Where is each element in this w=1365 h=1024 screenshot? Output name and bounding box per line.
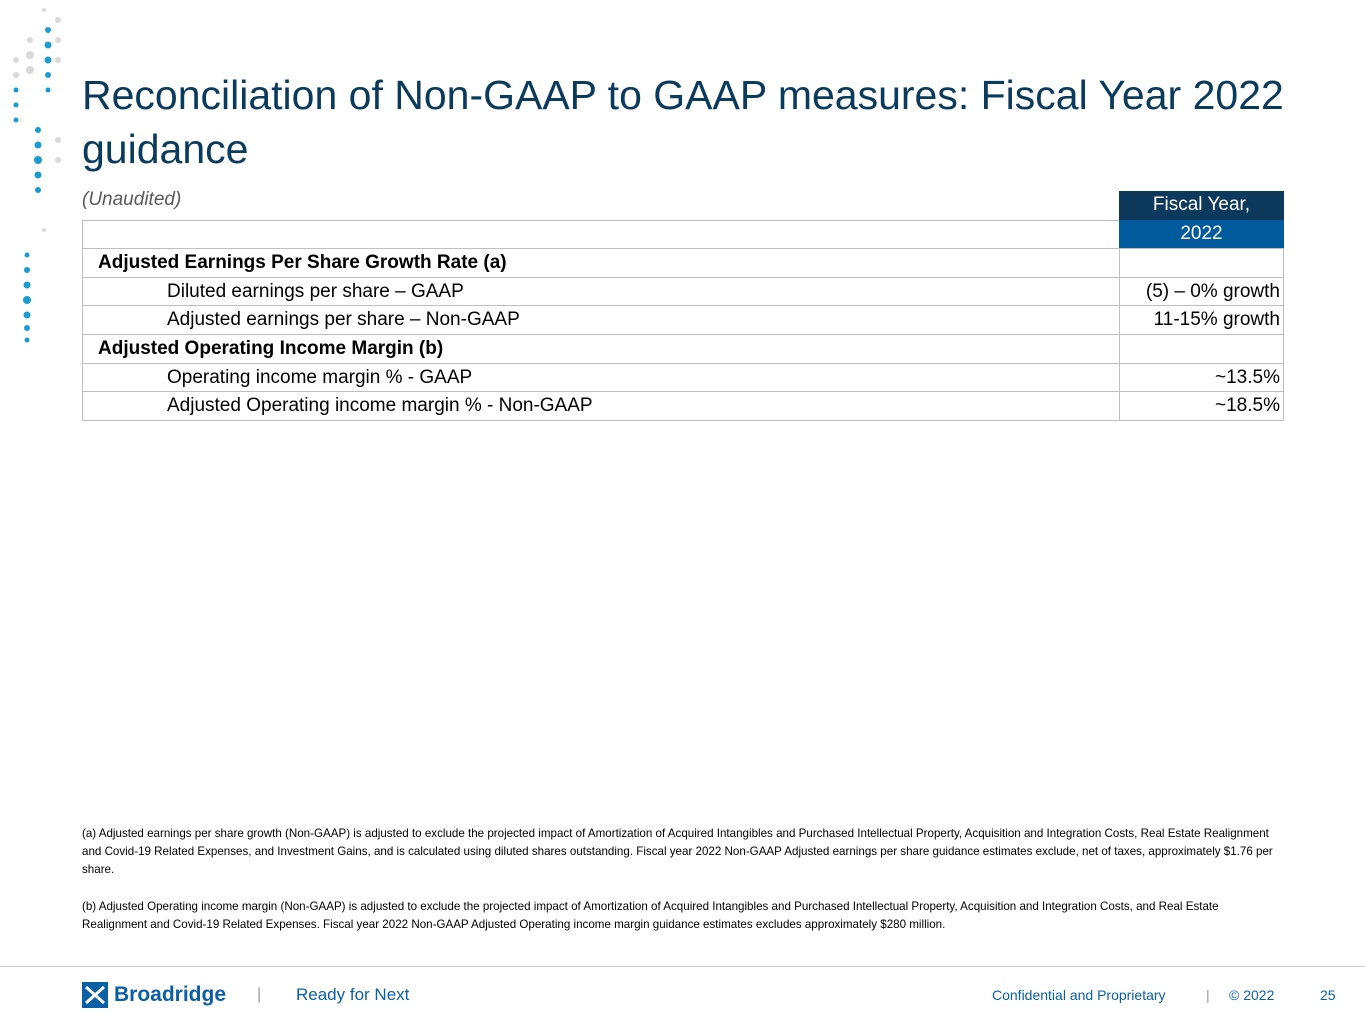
slide-title: Reconciliation of Non-GAAP to GAAP measu…	[82, 72, 1284, 172]
footnote: (a) Adjusted earnings per share growth (…	[82, 827, 1273, 876]
footer-rule	[0, 966, 1365, 967]
row-label: Diluted earnings per share – GAAP	[82, 276, 1120, 307]
copyright: © 2022	[1229, 987, 1275, 1003]
separator: |	[1206, 987, 1210, 1003]
row-label: Adjusted Operating income margin % - Non…	[82, 391, 1120, 421]
empty-cell	[1119, 248, 1284, 278]
logo-icon	[82, 982, 108, 1008]
section-heading: Adjusted Earnings Per Share Growth Rate …	[82, 248, 1120, 278]
decor-dots	[13, 8, 61, 343]
separator: |	[257, 986, 262, 1003]
footnote: (b) Adjusted Operating income margin (No…	[82, 900, 1219, 931]
tagline: Ready for Next	[296, 985, 410, 1004]
section-heading: Adjusted Operating Income Margin (b)	[82, 334, 1120, 364]
row-label: Operating income margin % - GAAP	[82, 362, 1120, 393]
page-number: 25	[1320, 987, 1336, 1003]
logo-text: Broadridge	[114, 983, 227, 1006]
header-cell: 2022	[1119, 219, 1284, 249]
row-value: ~13.5%	[1119, 362, 1284, 393]
confidential: Confidential and Proprietary	[992, 987, 1166, 1003]
empty-cell	[82, 219, 1120, 250]
empty-cell	[1119, 334, 1284, 364]
row-label: Adjusted earnings per share – Non-GAAP	[82, 305, 1120, 335]
header-cell: Fiscal Year,	[1119, 191, 1284, 220]
row-value: ~18.5%	[1119, 391, 1284, 421]
subtitle: (Unaudited)	[82, 189, 182, 210]
row-value: 11-15% growth	[1119, 305, 1284, 335]
row-value: (5) – 0% growth	[1119, 276, 1284, 307]
